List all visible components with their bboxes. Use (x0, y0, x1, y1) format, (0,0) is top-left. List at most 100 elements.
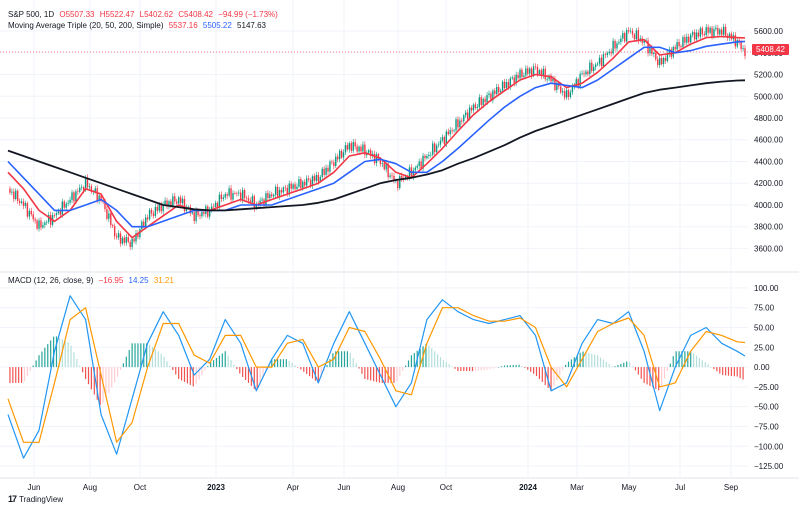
macd-histogram-bar (215, 357, 218, 368)
candle-body (156, 207, 159, 211)
macd-histogram-bar (349, 352, 351, 368)
macd-histogram-bar (343, 351, 346, 368)
candle-body (381, 163, 384, 164)
macd-histogram-bar (396, 367, 398, 382)
candle-body (594, 64, 597, 68)
candle-body (32, 214, 34, 220)
macd-histogram-bar (29, 367, 31, 371)
candle-body (598, 57, 601, 64)
macd-histogram-bar (320, 367, 322, 377)
macd-histogram-bar (125, 356, 127, 368)
macd-histogram-bar (276, 359, 279, 368)
macd-histogram-bar (646, 367, 648, 385)
candle-body (499, 90, 502, 93)
candle-body (701, 28, 704, 35)
candle-body (96, 188, 98, 201)
macd-tick-label: 25.00 (754, 343, 775, 352)
candle-body (391, 175, 393, 177)
price-tick-label: 4000.00 (754, 201, 783, 210)
candle-body (691, 32, 694, 35)
macd-histogram-bar (355, 363, 357, 368)
candle-body (28, 211, 31, 217)
time-tick-label: 2024 (519, 483, 537, 492)
macd-histogram-bar (346, 351, 349, 368)
macd-histogram-bar (585, 352, 587, 368)
candle-body (115, 236, 118, 238)
candle-body (368, 150, 370, 153)
macd-histogram-bar (620, 363, 622, 368)
macd-histogram-bar (186, 367, 189, 384)
macd-histogram-bar (658, 367, 660, 391)
candle-body (715, 27, 717, 30)
candle-body (284, 187, 287, 189)
candle-body (569, 92, 572, 97)
time-tick-label: Apr (287, 483, 300, 492)
candle-body (123, 237, 126, 243)
candle-body (253, 196, 256, 209)
macd-histogram-bar (669, 363, 671, 368)
macd-histogram-bar (247, 367, 250, 383)
candle-body (143, 221, 145, 227)
candle-body (453, 130, 455, 132)
macd-histogram-bar (637, 367, 639, 375)
ma200-line (7, 79, 746, 212)
candle-body (445, 131, 448, 145)
candle-body (276, 186, 279, 197)
candle-body (362, 144, 364, 152)
candle-body (527, 68, 529, 74)
macd-histogram-bar (541, 367, 543, 382)
price-tick-label: 4400.00 (754, 157, 783, 166)
macd-histogram-bar (259, 367, 261, 383)
candle-body (422, 155, 424, 169)
candle-body (94, 188, 96, 192)
candle-body (418, 161, 420, 166)
candle-body (212, 206, 215, 208)
candle-body (719, 29, 721, 35)
candle-body (177, 197, 180, 204)
macd-histogram-bar (698, 357, 701, 368)
candle-body (34, 219, 36, 221)
candle-body (612, 40, 614, 54)
time-tick-label: 2023 (207, 483, 225, 492)
candle-body (658, 58, 661, 66)
candle-body (150, 209, 153, 214)
candle-body (532, 66, 535, 76)
candle-body (666, 54, 669, 61)
macd-histogram-bar (175, 367, 177, 375)
candle-body (653, 52, 655, 54)
candle-body (521, 69, 523, 77)
macd-histogram-bar (655, 367, 657, 389)
candle-body (46, 221, 48, 223)
candle-body (546, 79, 548, 80)
macd-histogram-bar (326, 365, 328, 368)
candle-body (387, 163, 389, 177)
price-tick-label: 4200.00 (754, 179, 783, 188)
candle-body (515, 74, 517, 84)
candle-body (16, 190, 19, 201)
candle-body (121, 237, 124, 244)
candle-body (226, 194, 228, 196)
candle-body (152, 213, 155, 216)
candle-body (53, 215, 56, 216)
macd-histogram-bar (84, 367, 87, 379)
candle-body (478, 97, 480, 108)
macd-tick-label: −75.00 (754, 422, 779, 431)
macd-histogram-bar (506, 365, 509, 368)
candle-body (44, 222, 46, 226)
price-tick-label: 3800.00 (754, 223, 783, 232)
candle-body (327, 167, 329, 172)
candle-body (137, 233, 139, 238)
candle-body (350, 143, 352, 151)
macd-histogram-bar (649, 367, 651, 386)
macd-histogram-bar (576, 354, 578, 368)
macd-histogram-bar (114, 367, 116, 383)
candle-body (82, 187, 85, 191)
candle-body (721, 29, 723, 35)
candle-body (346, 145, 349, 150)
macd-histogram-bar (195, 367, 197, 384)
candle-body (412, 170, 415, 177)
candle-body (589, 62, 591, 75)
candle-body (354, 142, 356, 147)
candle-body (160, 203, 162, 212)
candle-body (542, 68, 544, 77)
